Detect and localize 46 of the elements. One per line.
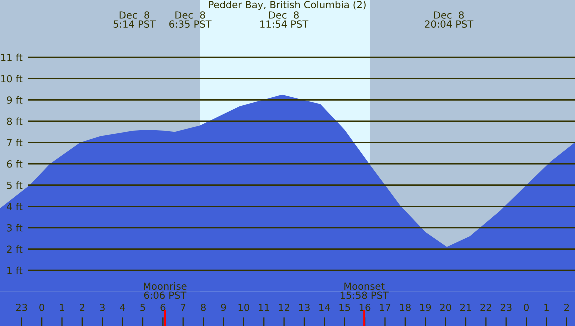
x-tick-label: 12 bbox=[279, 304, 290, 312]
x-tick-label: 11 bbox=[259, 304, 270, 312]
x-tick-label: 20 bbox=[440, 304, 452, 312]
x-tick-label: 14 bbox=[320, 304, 330, 312]
x-tick-label: 0 bbox=[40, 304, 45, 312]
y-tick-label: 8 ft bbox=[7, 118, 23, 126]
ref-line-label: Moonset 15:58 PST bbox=[340, 282, 389, 300]
x-tick-label: 9 bbox=[221, 304, 226, 312]
x-tick-label: 2 bbox=[564, 304, 570, 312]
x-tick-label: 23 bbox=[500, 304, 512, 312]
x-tick-label: 18 bbox=[400, 304, 411, 312]
y-tick-label: 4 ft bbox=[7, 202, 23, 210]
annotation: Dec 8 5:14 PST bbox=[114, 12, 156, 28]
y-tick-label: 2 ft bbox=[7, 246, 23, 253]
x-tick-label: 3 bbox=[100, 304, 105, 312]
x-tick-label: 4 bbox=[120, 304, 126, 312]
x-tick-label: 19 bbox=[420, 304, 432, 312]
y-tick-label: 3 ft bbox=[7, 224, 23, 232]
ref-line-label: Moonrise 6:06 PST bbox=[144, 282, 187, 300]
x-tick-label: 7 bbox=[181, 304, 186, 312]
y-tick-label: 11 ft bbox=[1, 54, 23, 62]
x-tick-label: 22 bbox=[480, 304, 492, 312]
x-tick-label: 10 bbox=[238, 304, 250, 312]
x-tick-label: 1 bbox=[544, 304, 549, 312]
x-tick-label: 6 bbox=[160, 304, 166, 312]
x-tick-label: 13 bbox=[299, 304, 310, 312]
chart-title: Pedder Bay, British Columbia (2) bbox=[209, 0, 366, 10]
y-tick-label: 7 ft bbox=[7, 139, 23, 146]
x-tick-label: 21 bbox=[460, 304, 472, 312]
x-tick-label: 15 bbox=[340, 304, 350, 312]
y-tick-label: 10 ft bbox=[1, 75, 23, 83]
y-tick-label: 6 ft bbox=[7, 160, 23, 168]
x-tick-label: 23 bbox=[16, 304, 28, 312]
y-tick-label: 9 ft bbox=[7, 96, 23, 104]
x-tick-label: 17 bbox=[380, 304, 391, 312]
x-tick-label: 0 bbox=[524, 304, 529, 312]
x-tick-label: 1 bbox=[60, 304, 64, 312]
y-tick-label: 5 ft bbox=[7, 182, 23, 190]
annotation: Dec 8 11:54 PST bbox=[260, 12, 309, 28]
x-tick-label: 2 bbox=[80, 304, 85, 312]
annotation: Dec 8 20:04 PST bbox=[425, 12, 474, 28]
x-tick-label: 8 bbox=[201, 304, 206, 312]
x-tick-label: 16 bbox=[360, 304, 371, 312]
x-tick-label: 5 bbox=[140, 304, 146, 312]
annotation: Dec 8 6:35 PST bbox=[170, 12, 212, 28]
y-tick-label: 1 ft bbox=[8, 266, 23, 274]
